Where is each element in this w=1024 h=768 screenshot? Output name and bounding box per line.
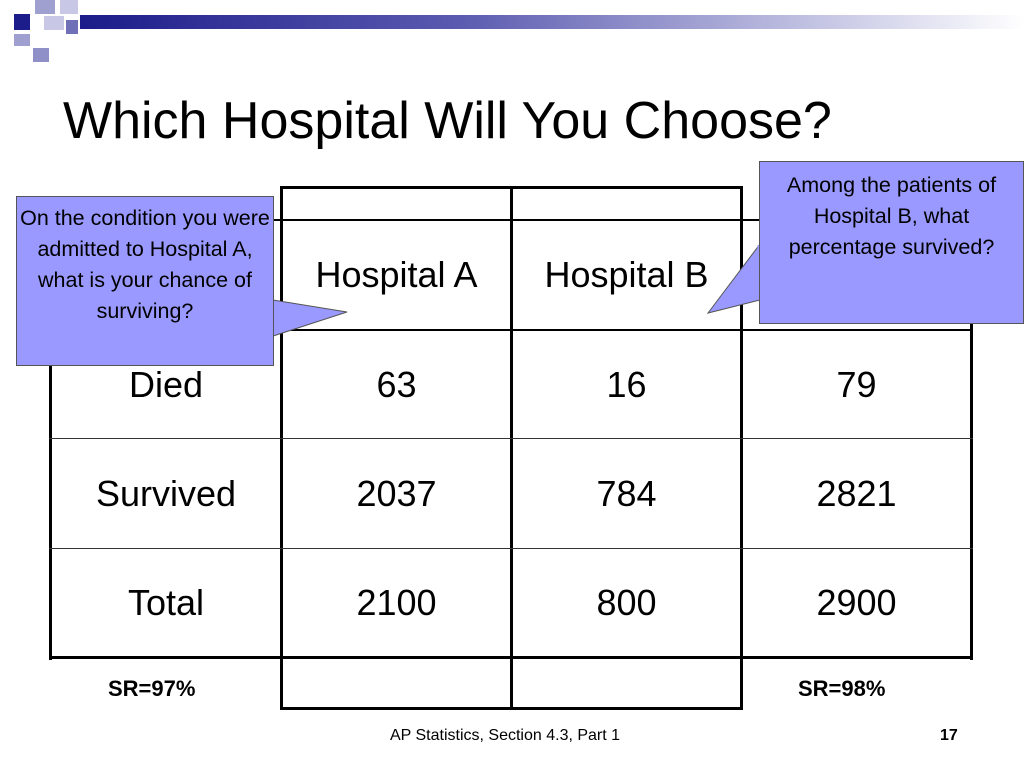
decor-square <box>66 20 78 34</box>
header-hospital-a: Hospital A <box>315 254 478 295</box>
cell-total-b: 800 <box>596 581 657 623</box>
table-line <box>280 186 283 710</box>
row-label-total: Total <box>127 581 205 623</box>
table-line <box>49 438 973 439</box>
cell-died-b: 16 <box>606 363 647 405</box>
survival-rate-b: SR=98% <box>798 676 886 701</box>
table-line <box>274 219 760 221</box>
decor-square <box>44 16 64 30</box>
slide-title: Which Hospital Will You Choose? <box>63 92 832 150</box>
decor-square <box>14 14 30 30</box>
decor-square <box>33 48 49 62</box>
cell-died-total: 79 <box>836 363 877 405</box>
callout-left: On the condition you were admitted to Ho… <box>16 196 274 366</box>
cell-total-total: 2900 <box>816 581 897 623</box>
table-line <box>49 656 973 659</box>
decor-square <box>14 34 30 46</box>
slide-footer: AP Statistics, Section 4.3, Part 1 <box>390 727 621 744</box>
table-line <box>280 186 743 189</box>
callout-right: Among the patients of Hospital B, what p… <box>759 161 1024 324</box>
cell-survived-total: 2821 <box>816 472 897 514</box>
cell-survived-a: 2037 <box>356 472 437 514</box>
table-line <box>740 186 743 710</box>
decor-square <box>60 0 78 14</box>
page-number: 17 <box>940 727 958 744</box>
survival-rate-a: SR=97% <box>108 676 196 701</box>
row-label-survived: Survived <box>95 472 237 514</box>
cell-survived-b: 784 <box>596 472 657 514</box>
table-line <box>280 707 743 710</box>
table-line <box>49 548 973 549</box>
table-line <box>970 322 973 660</box>
cell-died-a: 63 <box>376 363 417 405</box>
header-hospital-b: Hospital B <box>544 254 709 295</box>
decor-square <box>35 0 55 14</box>
cell-total-a: 2100 <box>356 581 437 623</box>
table-line <box>49 329 973 331</box>
header-bar <box>80 15 1024 29</box>
table-line <box>510 186 513 710</box>
table-line <box>49 330 52 660</box>
row-label-died: Died <box>128 363 204 405</box>
